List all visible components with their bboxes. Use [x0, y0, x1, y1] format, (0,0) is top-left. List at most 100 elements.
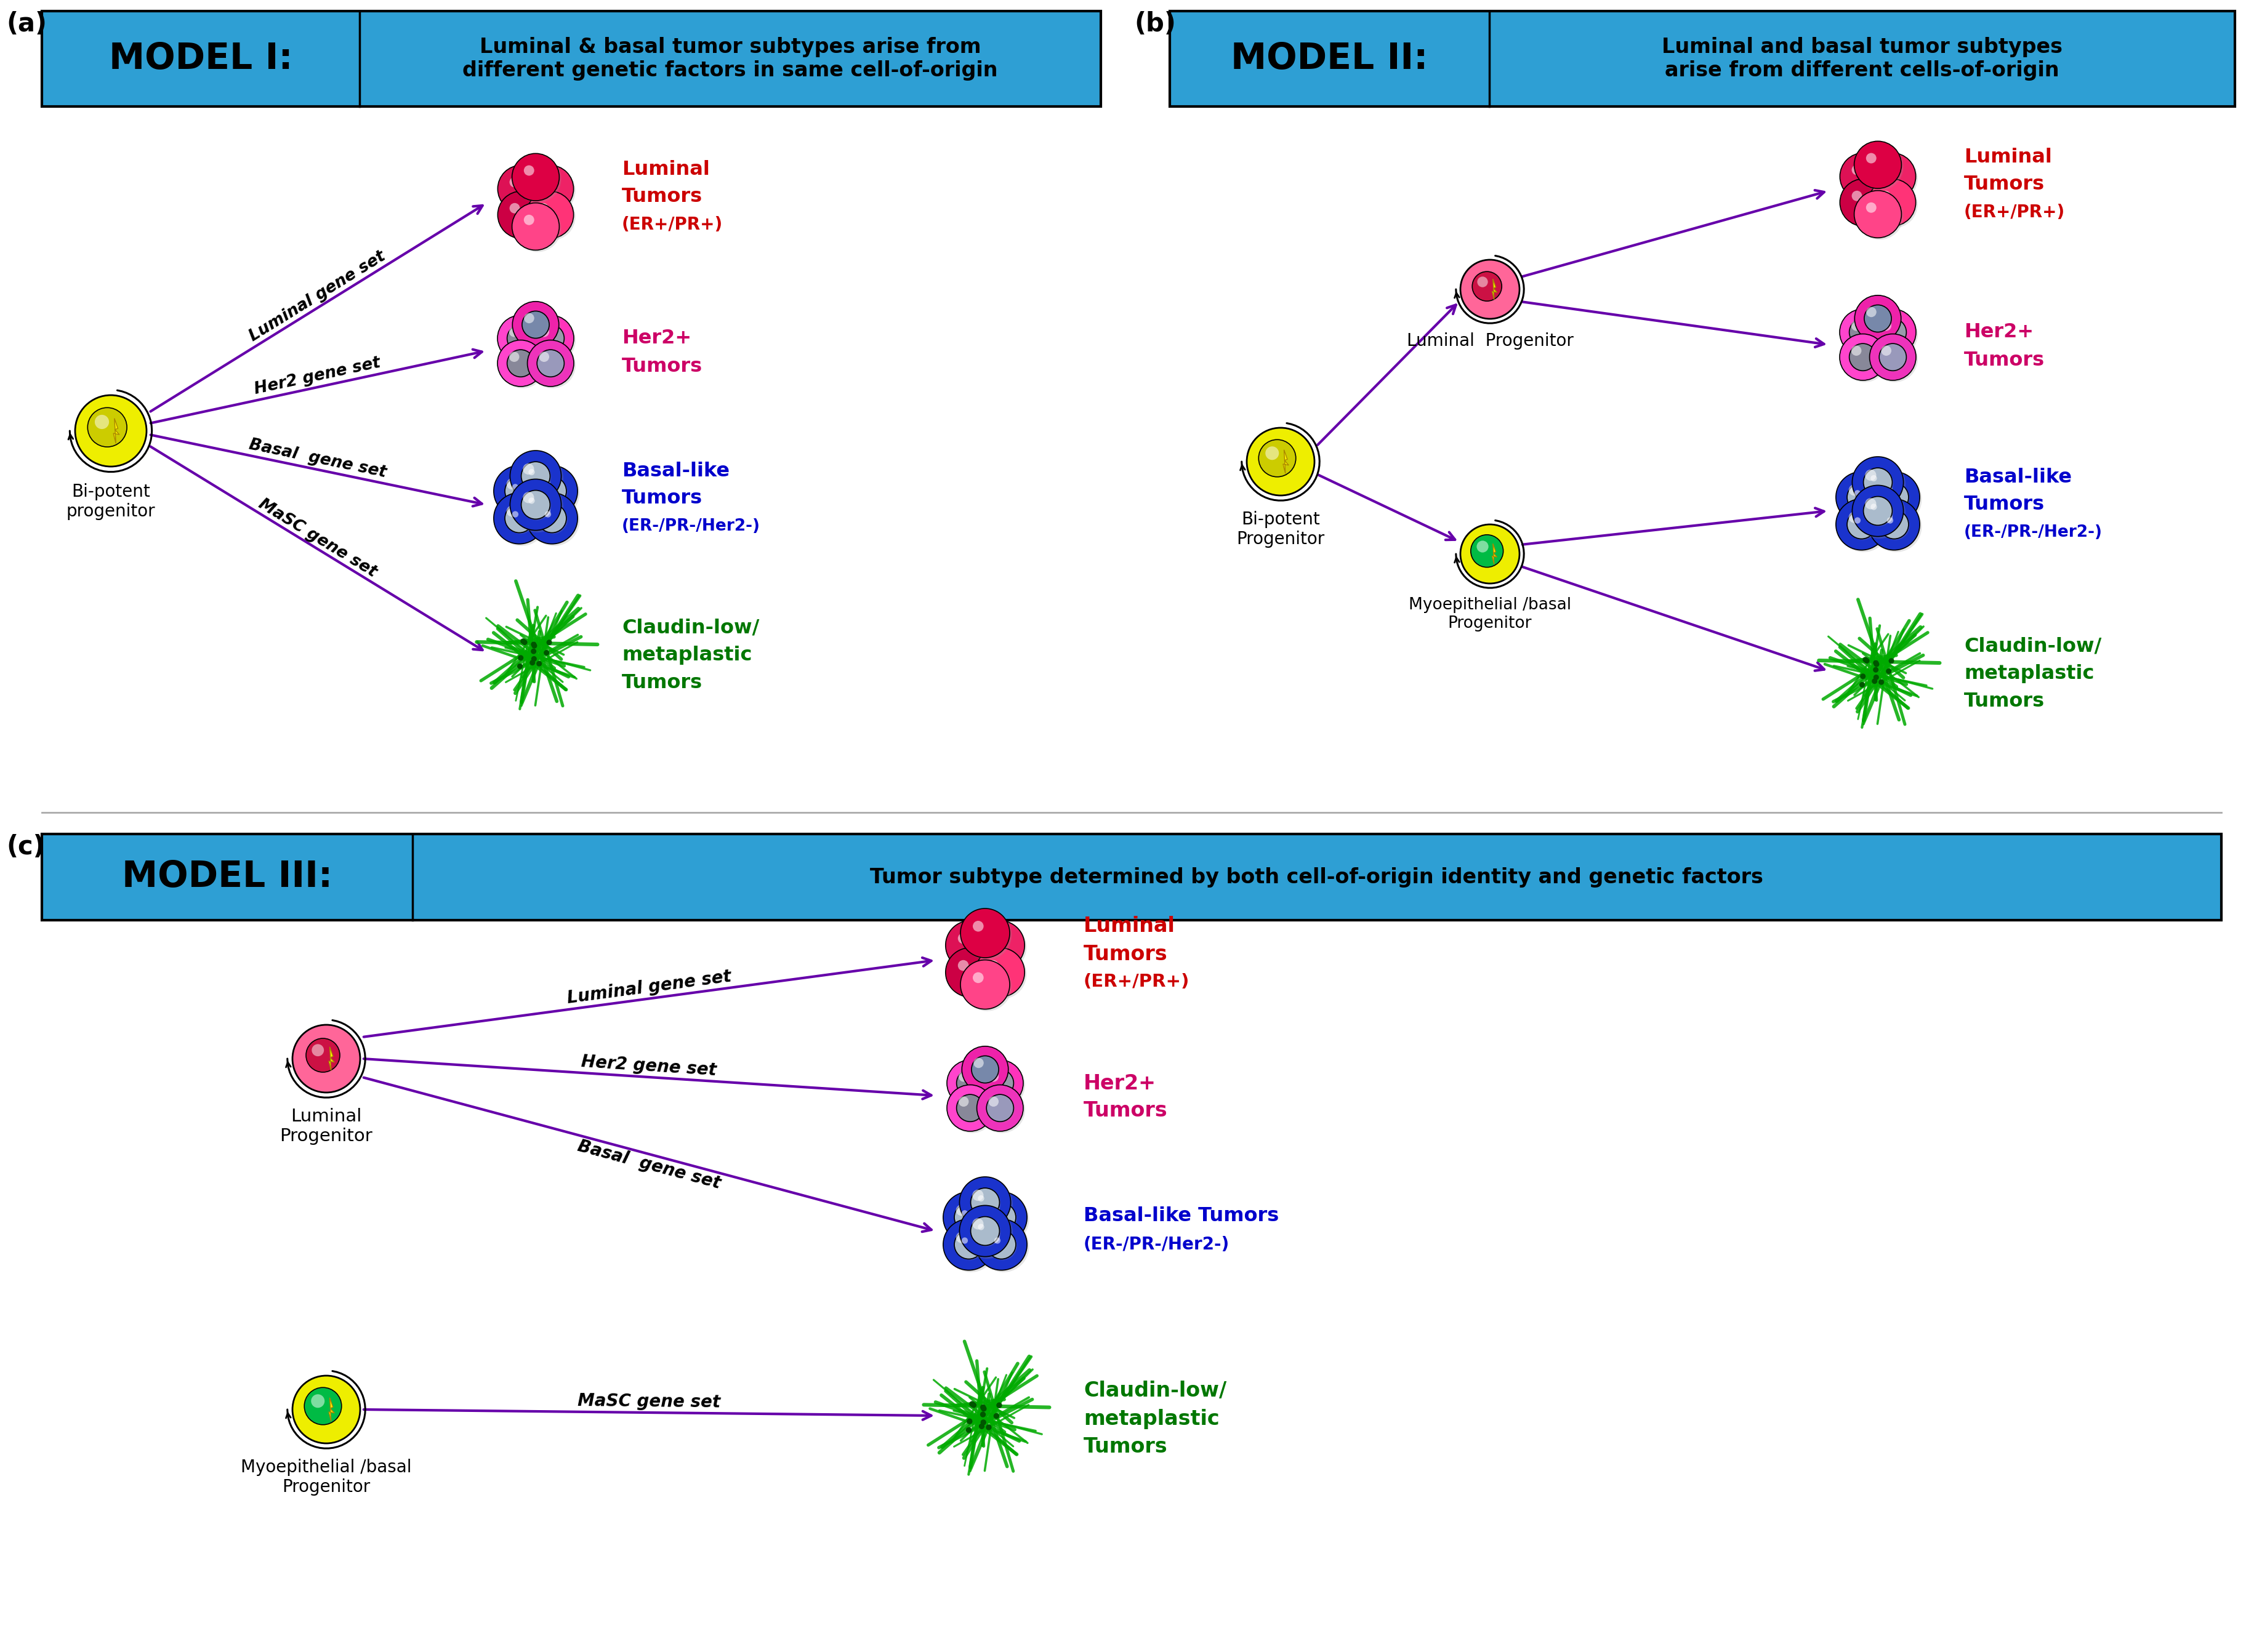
Circle shape — [1461, 524, 1519, 583]
Circle shape — [1866, 203, 1875, 213]
Circle shape — [1862, 657, 1869, 662]
Text: (ER+/PR+): (ER+/PR+) — [1084, 973, 1190, 990]
Circle shape — [1246, 428, 1314, 496]
Circle shape — [1855, 459, 1905, 510]
Text: Basal-like: Basal-like — [622, 461, 730, 481]
Circle shape — [507, 479, 518, 489]
Circle shape — [1882, 512, 1893, 524]
Circle shape — [958, 1070, 985, 1099]
Circle shape — [507, 350, 534, 377]
Circle shape — [947, 948, 994, 998]
Circle shape — [1851, 320, 1878, 347]
Circle shape — [974, 920, 983, 932]
Circle shape — [947, 950, 996, 999]
Text: Basal  gene set: Basal gene set — [248, 436, 388, 481]
Circle shape — [1882, 320, 1891, 330]
FancyBboxPatch shape — [1170, 12, 2236, 106]
Circle shape — [976, 1219, 1028, 1270]
Circle shape — [990, 1072, 999, 1082]
Circle shape — [980, 1411, 985, 1417]
Circle shape — [1869, 472, 1920, 524]
Circle shape — [1880, 320, 1907, 347]
Circle shape — [1855, 140, 1902, 188]
Circle shape — [1882, 484, 1893, 496]
FancyBboxPatch shape — [43, 12, 1100, 106]
Text: (ER+/PR+): (ER+/PR+) — [1963, 203, 2065, 221]
Circle shape — [525, 165, 573, 213]
Circle shape — [1864, 497, 1891, 525]
Circle shape — [512, 453, 564, 504]
Circle shape — [1855, 144, 1902, 190]
Circle shape — [539, 177, 548, 187]
Circle shape — [500, 193, 548, 240]
Circle shape — [1869, 178, 1916, 226]
Circle shape — [1864, 469, 1893, 497]
Circle shape — [523, 639, 527, 644]
Circle shape — [523, 312, 550, 339]
Circle shape — [1871, 335, 1918, 382]
Circle shape — [1851, 345, 1878, 372]
Circle shape — [949, 1087, 996, 1133]
Circle shape — [1873, 667, 1878, 672]
Circle shape — [956, 1232, 967, 1242]
Circle shape — [969, 1401, 976, 1408]
Circle shape — [1871, 311, 1918, 357]
Circle shape — [976, 1191, 1028, 1242]
Text: Tumors: Tumors — [1963, 175, 2044, 195]
Circle shape — [987, 1203, 1017, 1232]
Circle shape — [532, 656, 536, 662]
Text: Basal-like Tumors: Basal-like Tumors — [1084, 1206, 1278, 1226]
Circle shape — [512, 510, 518, 517]
Circle shape — [1848, 512, 1860, 524]
Circle shape — [293, 1024, 361, 1092]
Circle shape — [536, 477, 566, 506]
Circle shape — [987, 1231, 1017, 1259]
Circle shape — [498, 192, 545, 238]
Circle shape — [1851, 345, 1862, 355]
Circle shape — [311, 1394, 325, 1408]
Circle shape — [978, 1194, 1030, 1246]
Circle shape — [978, 1196, 985, 1201]
Text: Luminal: Luminal — [1084, 917, 1174, 937]
Text: Tumors: Tumors — [1084, 1436, 1168, 1457]
Circle shape — [527, 316, 575, 362]
Circle shape — [1848, 484, 1878, 512]
Circle shape — [1848, 319, 1878, 345]
Circle shape — [987, 1095, 1014, 1122]
Circle shape — [523, 311, 550, 339]
Circle shape — [500, 317, 545, 363]
Polygon shape — [329, 1398, 334, 1421]
Circle shape — [971, 1188, 999, 1218]
Text: Basal-like: Basal-like — [1963, 468, 2071, 487]
Text: Her2+: Her2+ — [622, 329, 692, 349]
Circle shape — [523, 165, 534, 175]
Circle shape — [967, 1419, 971, 1424]
Circle shape — [498, 165, 545, 213]
Circle shape — [1855, 487, 1905, 539]
Circle shape — [1866, 307, 1875, 317]
Circle shape — [521, 491, 550, 519]
FancyBboxPatch shape — [43, 834, 2222, 920]
Circle shape — [498, 340, 543, 387]
Circle shape — [536, 350, 564, 377]
Text: MODEL III:: MODEL III: — [122, 859, 331, 895]
Circle shape — [512, 203, 559, 249]
Circle shape — [509, 479, 561, 530]
Circle shape — [987, 1070, 1014, 1099]
Circle shape — [543, 649, 550, 656]
Circle shape — [996, 1403, 1003, 1408]
Circle shape — [1866, 306, 1893, 334]
Circle shape — [962, 1208, 1012, 1259]
Circle shape — [1860, 674, 1866, 679]
Circle shape — [971, 1218, 983, 1229]
Circle shape — [496, 494, 548, 545]
Text: Luminal: Luminal — [1963, 147, 2051, 167]
Circle shape — [987, 960, 999, 971]
Circle shape — [1871, 155, 1918, 202]
Circle shape — [507, 506, 518, 517]
Circle shape — [518, 656, 523, 661]
Circle shape — [1258, 439, 1296, 477]
Circle shape — [971, 1057, 1001, 1084]
Circle shape — [1864, 497, 1893, 527]
Circle shape — [527, 469, 534, 476]
